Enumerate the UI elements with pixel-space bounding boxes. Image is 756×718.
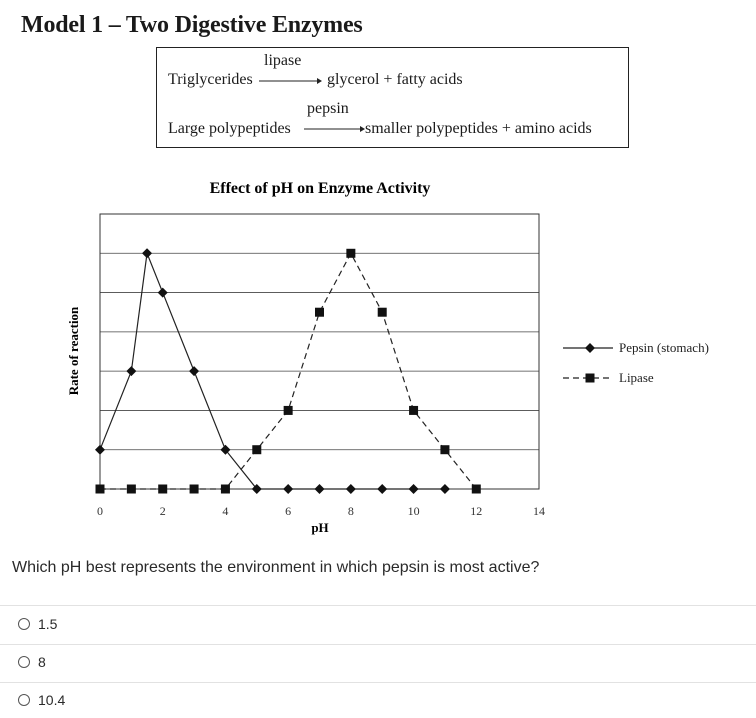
data-point — [409, 405, 419, 415]
data-point — [251, 484, 262, 494]
data-point — [142, 248, 153, 259]
data-point — [189, 484, 199, 494]
series-lipase — [95, 248, 481, 494]
reaction-box: lipase Triglycerides glycerol + fatty ac… — [156, 47, 629, 148]
radio-button[interactable] — [18, 618, 30, 630]
data-point — [220, 484, 230, 494]
radio-button[interactable] — [18, 694, 30, 706]
data-point — [126, 366, 137, 377]
reaction-arrows — [259, 78, 365, 132]
chart-series — [95, 248, 481, 494]
data-point — [345, 484, 356, 494]
data-point — [283, 484, 294, 494]
x-tick-label: 12 — [470, 504, 482, 518]
data-point — [439, 484, 450, 494]
data-point — [189, 366, 200, 377]
page-title: Model 1 – Two Digestive Enzymes — [21, 12, 363, 38]
radio-button[interactable] — [18, 656, 30, 668]
data-point — [408, 484, 419, 494]
divider — [0, 644, 756, 645]
data-point — [377, 307, 387, 317]
x-tick-label: 2 — [160, 504, 166, 518]
reaction-1-products: glycerol + fatty acids — [327, 71, 463, 88]
reaction-2-enzyme: pepsin — [307, 100, 349, 117]
answer-option-1[interactable]: 1.5 — [18, 616, 57, 632]
chart-gridlines — [100, 252, 539, 451]
chart-legend: Pepsin (stomach) Lipase — [563, 340, 709, 385]
x-tick-label: 0 — [97, 504, 103, 518]
reaction-2-products: smaller polypeptides + amino acids — [365, 120, 592, 137]
data-point — [377, 484, 388, 494]
x-tick-label: 14 — [533, 504, 545, 518]
data-point — [346, 248, 356, 258]
answer-option-3[interactable]: 10.4 — [18, 692, 65, 708]
reaction-1-substrate: Triglycerides — [168, 71, 253, 88]
data-point — [126, 484, 136, 494]
data-point — [157, 287, 168, 298]
legend-marker — [585, 373, 595, 383]
data-point — [158, 484, 168, 494]
legend-marker — [585, 343, 595, 353]
x-tick-label: 10 — [408, 504, 420, 518]
reaction-1-enzyme: lipase — [264, 52, 302, 69]
x-axis-label: pH — [311, 520, 328, 535]
legend-label: Lipase — [619, 370, 654, 385]
answer-option-2[interactable]: 8 — [18, 654, 46, 670]
data-point — [471, 484, 481, 494]
data-point — [220, 444, 231, 455]
x-tick-label: 4 — [222, 504, 228, 518]
data-point — [314, 484, 325, 494]
data-point — [440, 445, 450, 455]
divider — [0, 605, 756, 606]
data-point — [252, 445, 262, 455]
x-tick-label: 8 — [348, 504, 354, 518]
question-text: Which pH best represents the environment… — [12, 559, 540, 576]
chart-title: Effect of pH on Enzyme Activity — [210, 180, 431, 197]
answer-option-label: 8 — [38, 654, 46, 670]
plot-area — [99, 213, 540, 490]
legend-label: Pepsin (stomach) — [619, 340, 709, 355]
series-pepsin — [95, 248, 450, 494]
data-point — [283, 405, 293, 415]
ph-activity-chart: Effect of pH on Enzyme Activity 0 2 4 6 8 10 1… — [66, 180, 709, 535]
y-axis-label: Rate of reaction — [66, 306, 81, 395]
data-point — [95, 484, 105, 494]
reaction-2-substrate: Large polypeptides — [168, 120, 291, 137]
data-point — [95, 444, 105, 455]
data-point — [315, 307, 324, 317]
answer-option-label: 1.5 — [38, 616, 58, 632]
answer-option-label: 10.4 — [38, 692, 66, 708]
x-axis-ticks: 0 2 4 6 8 10 12 14 — [97, 504, 545, 518]
divider — [0, 682, 756, 683]
x-tick-label: 6 — [285, 504, 291, 518]
